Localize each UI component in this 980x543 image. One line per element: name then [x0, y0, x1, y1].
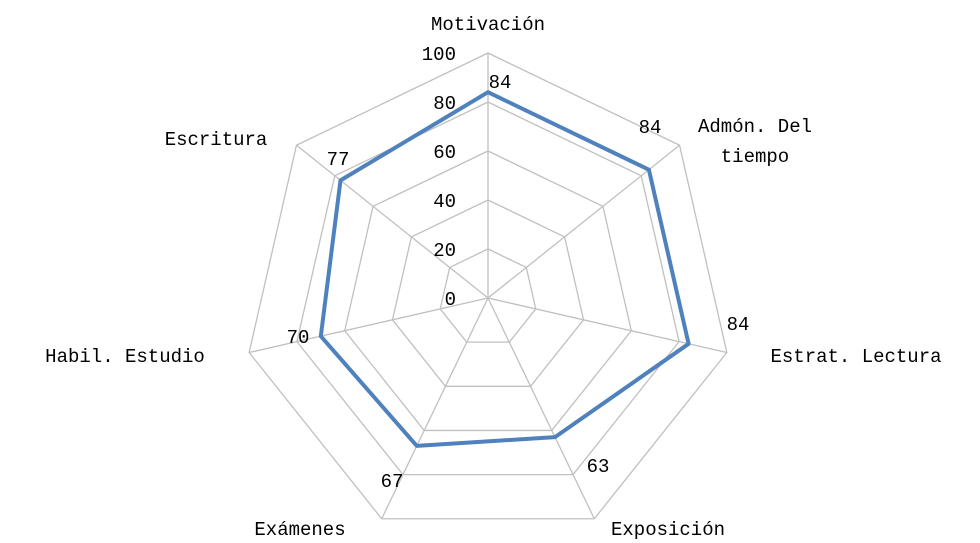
category-label: Exámenes: [254, 519, 346, 541]
grid-line: [439, 248, 537, 343]
data-label: 67: [381, 471, 404, 493]
grid-line: [343, 150, 633, 432]
grid-line: [248, 52, 728, 520]
spoke: [381, 297, 489, 520]
data-label: 84: [489, 72, 512, 94]
spoke: [248, 297, 489, 354]
data-label: 84: [727, 314, 750, 336]
spoke: [487, 297, 595, 520]
spoke: [296, 144, 489, 299]
grid-line: [391, 199, 585, 387]
tick-label: 80: [433, 93, 456, 115]
spoke: [487, 297, 728, 354]
category-label: Escritura: [164, 129, 268, 151]
grid-line: [296, 101, 680, 476]
category-label: Motivación: [430, 14, 546, 36]
data-label: 63: [587, 456, 610, 478]
data-label: 84: [639, 117, 662, 139]
spoke: [487, 144, 680, 299]
tick-label: 0: [445, 289, 456, 311]
tick-label: 20: [433, 240, 456, 262]
tick-label: 40: [433, 191, 456, 213]
series-line: [318, 90, 691, 448]
category-label: Exposición: [610, 519, 726, 541]
data-label: 77: [327, 149, 350, 171]
category-label: Estrat. Lectura: [770, 346, 942, 368]
tick-label: 100: [422, 44, 456, 66]
category-label: Admón. Del tiempo: [697, 116, 813, 168]
category-label: Habil. Estudio: [45, 346, 205, 368]
tick-label: 60: [433, 142, 456, 164]
data-label: 70: [287, 327, 310, 349]
